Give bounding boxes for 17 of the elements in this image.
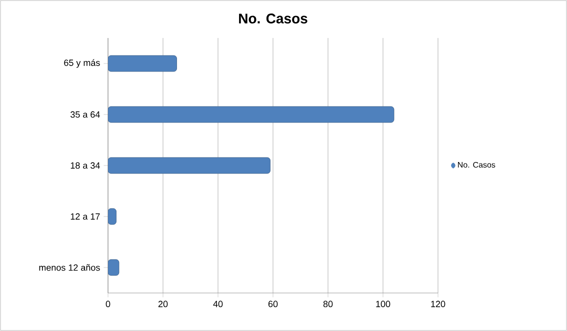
bar [108,106,394,123]
y-tick-label: 12 a 17 [70,213,100,220]
x-tick-label: 100 [376,300,390,308]
y-tick-label: 35 a 64 [70,111,100,118]
bar [108,157,270,174]
y-tick-label: menos 12 años [39,264,100,271]
x-tick-label: 80 [323,300,333,308]
x-tick-label: 60 [268,300,278,308]
y-tick-label: 65 y más [64,59,100,68]
chart-title: No. Casos [239,14,308,24]
x-tick-label: 40 [213,300,223,308]
bar [108,55,177,72]
y-tick-label: 18 a 34 [70,162,100,169]
x-tick-label: 120 [431,300,446,308]
legend-label: No. Casos [458,162,496,168]
x-tick-label: 20 [158,300,168,308]
x-tick-label: 0 [106,300,110,308]
